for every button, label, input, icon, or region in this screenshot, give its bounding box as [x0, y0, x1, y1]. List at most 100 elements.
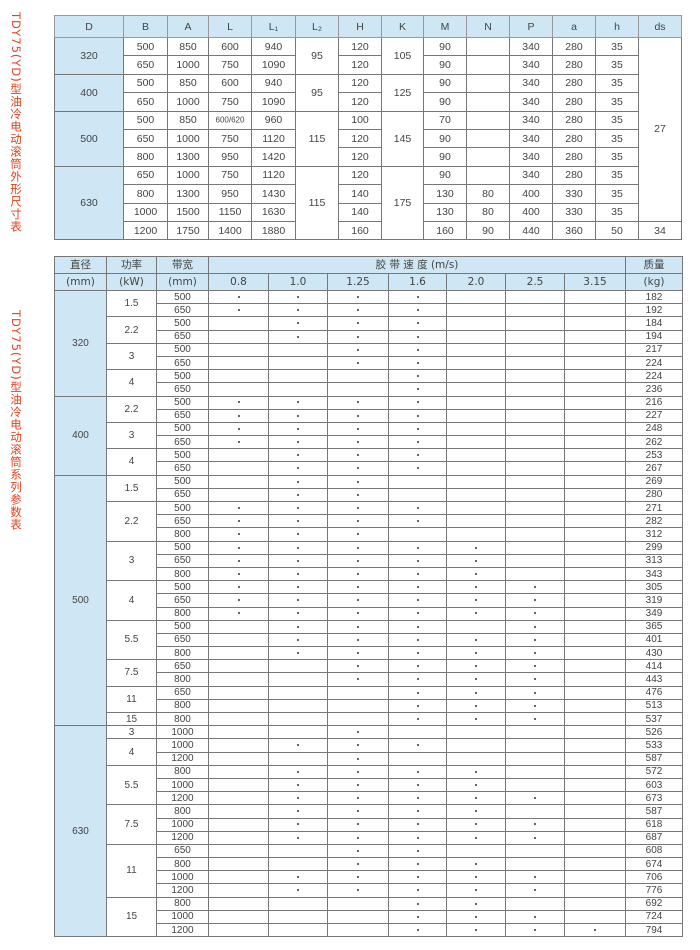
n-cell: [466, 55, 510, 75]
speed-cell: [446, 659, 506, 674]
mass-cell: 227: [625, 408, 683, 423]
belt-width-cell: 800: [156, 698, 209, 714]
speed-header: 1.6: [388, 273, 447, 291]
speed-cell: [564, 500, 626, 516]
availability-dot: [357, 480, 359, 483]
p-cell: 340: [509, 55, 553, 75]
speed-cell: [208, 580, 269, 595]
speed-cell: [505, 461, 565, 476]
n-cell: [466, 128, 510, 149]
a-cell: 1750: [167, 220, 209, 241]
availability-dot: [357, 493, 359, 496]
speed-cell: [388, 922, 447, 938]
speed-cell: [505, 553, 565, 568]
availability-dot: [297, 638, 299, 641]
mass-cell: 706: [625, 870, 683, 885]
speed-cell: [388, 461, 447, 476]
speed-cell: [327, 725, 389, 740]
speed-cell: [268, 316, 328, 331]
speed-cell: [268, 461, 328, 476]
availability-dot: [237, 586, 240, 589]
speed-cell: [446, 593, 506, 608]
belt-width-cell: 650: [156, 685, 209, 700]
column-header: L: [208, 15, 252, 38]
speed-cell: [505, 342, 565, 357]
mass-cell: 526: [625, 725, 683, 740]
mass-cell: 414: [625, 659, 683, 674]
speed-cell: [388, 329, 447, 344]
table-row: 800 1300 950 1420 120 90 340 280 35: [55, 147, 682, 167]
belt-width-cell: 500: [156, 540, 209, 555]
availability-dot: [475, 783, 477, 786]
header-diameter-unit: (mm): [54, 273, 107, 291]
table-row: 4 500 224: [55, 369, 683, 397]
speed-cell: [208, 896, 269, 911]
speed-cell: [505, 421, 565, 437]
b-cell: 1000: [123, 202, 168, 222]
speed-cell: [208, 500, 269, 516]
n-cell: [466, 147, 510, 167]
belt-width-cell: 500: [156, 474, 209, 489]
speed-cell: [388, 566, 447, 582]
speed-cell: [446, 566, 506, 582]
a-dim-cell: 280: [552, 55, 596, 75]
speed-cell: [505, 289, 565, 305]
availability-dot: [357, 586, 359, 589]
availability-dot: [357, 599, 359, 602]
belt-width-cell: 650: [156, 659, 209, 674]
belt-width-cell: 1000: [156, 725, 209, 740]
n-cell: [466, 110, 510, 130]
speed-cell: [388, 698, 447, 714]
availability-dot: [357, 506, 359, 509]
mass-cell: 282: [625, 514, 683, 529]
speed-header: 2.0: [446, 273, 506, 291]
speed-cell: [446, 369, 506, 384]
availability-dot: [297, 533, 299, 536]
l1-cell: 960: [251, 110, 296, 130]
table-row: 320 1.5 500 182: [54, 289, 683, 397]
speed-cell: [208, 395, 269, 410]
availability-dot: [237, 441, 240, 444]
speed-cell: [388, 857, 447, 872]
availability-dot: [416, 638, 419, 641]
speed-cell: [564, 659, 626, 674]
speed-cell: [446, 711, 506, 727]
speed-cell: [564, 342, 626, 357]
speed-cell: [327, 883, 389, 898]
diameter-cell: 320: [54, 37, 124, 75]
speed-cell: [446, 421, 506, 437]
speed-cell: [208, 316, 269, 331]
column-header: L₁: [251, 15, 296, 38]
h-dim-cell: 35: [595, 165, 639, 186]
speed-cell: [446, 527, 506, 542]
column-header: N: [466, 15, 510, 38]
availability-dot: [357, 797, 359, 800]
speed-cell: [446, 355, 506, 371]
power-cell: 3: [106, 725, 157, 740]
belt-width-cell: 500: [156, 289, 209, 305]
table-row: 1000 724: [55, 909, 683, 925]
availability-dot: [594, 928, 596, 931]
availability-dot: [416, 348, 419, 351]
speed-cell: [268, 870, 328, 885]
availability-dot: [416, 704, 419, 707]
availability-dot: [475, 691, 477, 694]
availability-dot: [237, 572, 240, 575]
availability-dot: [475, 717, 477, 720]
availability-dot: [297, 783, 299, 786]
belt-width-cell: 650: [156, 382, 209, 397]
speed-cell: [327, 395, 389, 410]
mass-cell: 343: [625, 566, 683, 582]
speed-header: 3.15: [564, 273, 626, 291]
availability-dot: [357, 889, 359, 892]
availability-dot: [534, 612, 536, 615]
speed-cell: [208, 725, 269, 740]
h-cell: 140: [338, 184, 382, 204]
speed-cell: [268, 659, 328, 674]
h-cell: 120: [338, 36, 382, 57]
availability-dot: [357, 546, 359, 549]
availability-dot: [297, 467, 299, 470]
power-cell: 11: [106, 843, 157, 898]
availability-dot: [475, 889, 477, 892]
h-cell: 120: [338, 128, 382, 149]
